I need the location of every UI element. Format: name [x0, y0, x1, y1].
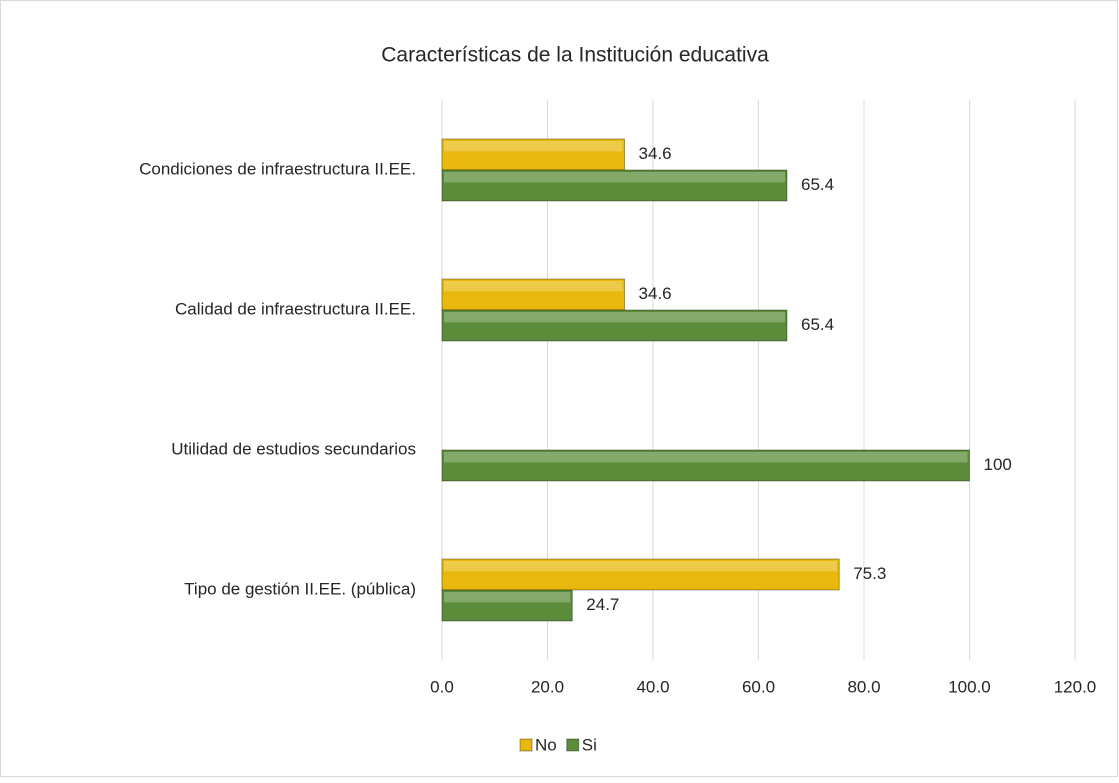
y-tick-label: Calidad de infraestructura II.EE. [175, 299, 416, 318]
data-label: 75.3 [853, 564, 886, 583]
bar [441, 309, 788, 342]
bar-shine [444, 561, 838, 572]
data-label: 34.6 [639, 144, 672, 163]
y-tick-label: Utilidad de estudios secundarios [171, 439, 416, 458]
x-tick-label: 20.0 [531, 677, 564, 696]
bar-shine [444, 592, 571, 603]
bar [441, 169, 788, 202]
data-label: 65.4 [801, 315, 834, 334]
x-tick-label: 80.0 [847, 677, 880, 696]
legend-swatch [519, 738, 533, 752]
legend-label: No [535, 735, 557, 754]
data-label: 100 [984, 455, 1012, 474]
bar [441, 589, 573, 622]
chart-title: Características de la Institución educat… [381, 44, 769, 67]
bar [441, 449, 970, 482]
x-tick-label: 60.0 [742, 677, 775, 696]
x-tick-label: 100.0 [948, 677, 991, 696]
y-tick-label: Tipo de gestión II.EE. (pública) [184, 579, 416, 598]
x-tick-label: 40.0 [636, 677, 669, 696]
data-label: 65.4 [801, 175, 834, 194]
bar-shine [444, 452, 968, 463]
bar-shine [444, 312, 785, 323]
data-label: 24.7 [586, 595, 619, 614]
x-tick-label: 0.0 [430, 677, 454, 696]
data-label: 34.6 [639, 284, 672, 303]
bar-shine [444, 172, 785, 183]
bar-shine [444, 141, 623, 152]
y-tick-label: Condiciones de infraestructura II.EE. [139, 159, 416, 178]
bar [441, 558, 840, 591]
bar-shine [444, 281, 623, 292]
legend-label: Si [582, 735, 597, 754]
bar [441, 278, 626, 311]
legend-swatch [566, 738, 580, 752]
x-tick-label: 120.0 [1054, 677, 1097, 696]
